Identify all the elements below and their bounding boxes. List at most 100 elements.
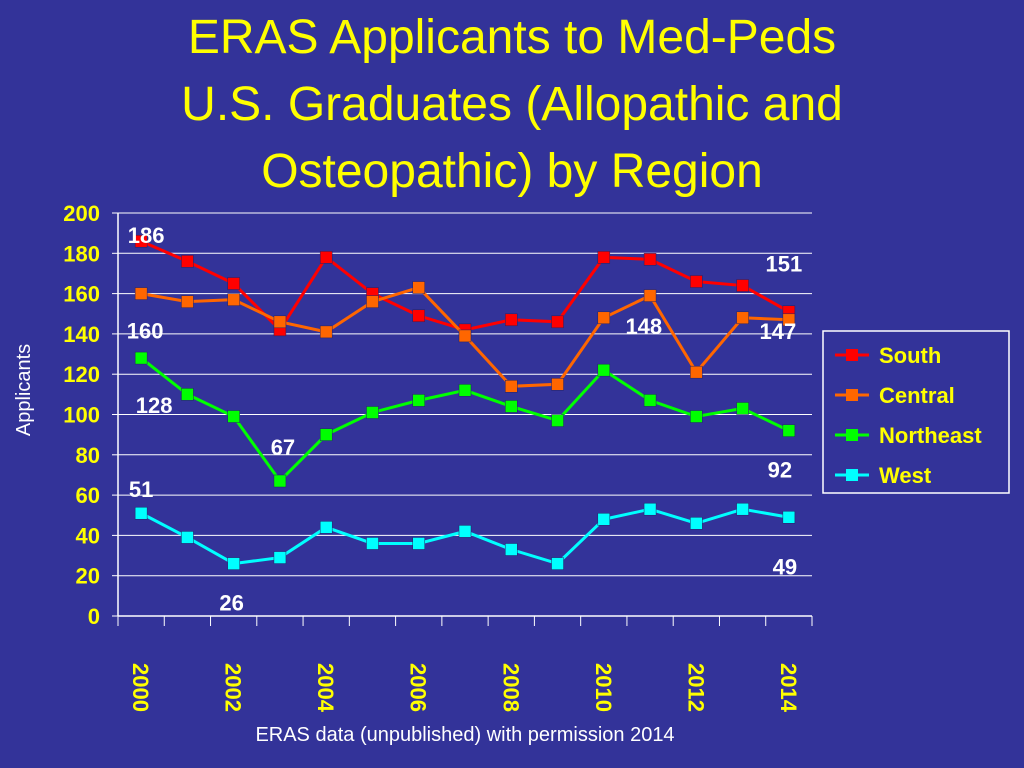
data-point-west: [412, 537, 425, 550]
data-point-west: [643, 502, 657, 516]
y-tick-label: 120: [63, 362, 100, 387]
x-tick-label: 2012: [683, 663, 708, 712]
data-point-central: [319, 325, 333, 339]
data-point-west: [736, 502, 749, 516]
y-axis-title: Applicants: [13, 344, 35, 436]
data-point-northeast: [690, 410, 703, 423]
data-point-northeast: [319, 428, 333, 441]
data-point-west: [551, 557, 564, 570]
data-label-south: 151: [766, 252, 803, 277]
data-point-west: [227, 557, 240, 570]
y-tick-label: 60: [76, 483, 100, 508]
slide-title: ERAS Applicants to Med-Peds U.S. Graduat…: [40, 4, 984, 205]
legend-marker-west: [846, 469, 858, 481]
data-point-south: [319, 251, 333, 264]
data-point-central: [458, 329, 472, 343]
data-point-northeast: [366, 406, 379, 419]
data-point-south: [134, 234, 148, 248]
data-point-south: [227, 277, 240, 290]
data-point-northeast: [412, 394, 425, 407]
x-tick-label: 2004: [313, 663, 338, 713]
y-tick-label: 80: [76, 443, 100, 468]
data-point-south: [505, 313, 518, 327]
data-point-central: [181, 295, 194, 308]
data-point-central: [505, 380, 518, 393]
data-point-central: [736, 311, 749, 325]
y-tick-label: 0: [88, 604, 100, 629]
data-point-south: [643, 253, 657, 266]
data-point-northeast: [551, 414, 564, 427]
y-tick-label: 140: [63, 322, 100, 347]
data-label-central: 148: [625, 314, 662, 339]
data-label-northeast: 92: [768, 458, 792, 483]
data-label-south: 186: [128, 223, 165, 248]
title-line-3: Osteopathic) by Region: [261, 145, 763, 198]
legend-marker-central: [846, 389, 858, 401]
legend-label-west: West: [879, 463, 932, 488]
y-tick-label: 100: [63, 403, 100, 428]
x-tick-label: 2014: [776, 663, 801, 713]
data-point-south: [736, 279, 749, 292]
data-point-west: [366, 537, 379, 550]
data-point-northeast: [134, 351, 148, 365]
data-point-central: [134, 287, 148, 300]
title-line-1: ERAS Applicants to Med-Peds: [187, 11, 837, 64]
x-tick-label: 2000: [128, 663, 153, 712]
y-tick-label: 160: [63, 282, 100, 307]
data-point-south: [690, 275, 703, 288]
data-point-central: [690, 365, 703, 379]
data-point-central: [366, 295, 379, 308]
data-point-northeast: [597, 363, 611, 377]
legend-label-south: South: [879, 343, 941, 368]
legend-label-northeast: Northeast: [879, 423, 982, 448]
footnote: ERAS data (unpublished) with permission …: [255, 724, 675, 746]
data-point-northeast: [643, 394, 657, 407]
x-tick-label: 2008: [498, 663, 523, 712]
data-point-central: [273, 315, 287, 329]
x-tick-label: 2002: [221, 663, 246, 712]
data-label-central: 147: [760, 319, 797, 344]
data-label-west: 49: [773, 554, 797, 579]
data-point-west: [458, 525, 472, 538]
data-point-central: [782, 313, 796, 327]
data-point-west: [782, 511, 796, 524]
data-point-northeast: [782, 424, 796, 437]
data-point-west: [319, 521, 333, 534]
data-point-northeast: [505, 400, 518, 413]
data-label-northeast: 128: [136, 393, 173, 418]
data-point-northeast: [458, 384, 472, 397]
data-point-west: [597, 513, 611, 526]
data-label-central: 160: [127, 319, 164, 344]
data-point-west: [690, 517, 703, 530]
title-line-2: U.S. Graduates (Allopathic and: [181, 78, 843, 131]
data-point-west: [505, 543, 518, 556]
y-tick-label: 20: [76, 564, 100, 589]
data-point-northeast: [227, 410, 240, 423]
legend-label-central: Central: [879, 383, 955, 408]
data-point-central: [597, 311, 611, 325]
data-point-west: [134, 506, 148, 520]
data-point-south: [181, 255, 194, 268]
data-point-central: [227, 293, 240, 306]
legend-marker-south: [846, 349, 858, 361]
y-tick-label: 40: [76, 523, 100, 548]
legend-marker-northeast: [846, 429, 858, 441]
y-tick-label: 200: [63, 201, 100, 226]
data-point-central: [643, 289, 657, 302]
data-point-northeast: [181, 388, 194, 401]
data-point-west: [273, 551, 287, 564]
x-tick-label: 2006: [406, 663, 431, 712]
data-point-central: [551, 378, 564, 391]
x-tick-label: 2010: [591, 663, 616, 712]
y-tick-label: 180: [63, 241, 100, 266]
data-label-northeast: 67: [271, 435, 295, 460]
data-label-west: 26: [219, 591, 243, 616]
data-point-south: [597, 251, 611, 264]
data-point-west: [181, 531, 194, 544]
data-label-west: 51: [129, 477, 153, 502]
data-point-northeast: [273, 474, 287, 488]
data-point-south: [551, 315, 564, 329]
data-point-central: [412, 281, 425, 294]
data-point-northeast: [736, 402, 749, 415]
